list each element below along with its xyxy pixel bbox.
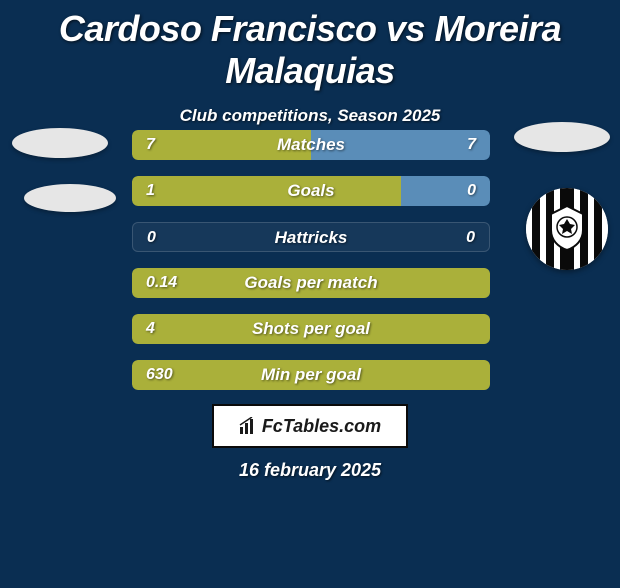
stat-bar: 630Min per goal	[132, 360, 490, 390]
bar-label: Goals per match	[132, 268, 490, 298]
stat-bar: 00Hattricks	[132, 222, 490, 252]
page-title: Cardoso Francisco vs Moreira Malaquias	[0, 8, 620, 92]
stat-bar: 4Shots per goal	[132, 314, 490, 344]
chart-icon	[239, 417, 257, 435]
stat-bar: 77Matches	[132, 130, 490, 160]
bar-label: Shots per goal	[132, 314, 490, 344]
stat-bar: 0.14Goals per match	[132, 268, 490, 298]
player-left-placeholder-1	[12, 128, 108, 158]
bar-label: Hattricks	[133, 223, 489, 252]
stat-bar: 10Goals	[132, 176, 490, 206]
bar-label: Goals	[132, 176, 490, 206]
branding-text: FcTables.com	[262, 416, 381, 437]
club-logo-right	[526, 188, 608, 270]
player-right-placeholder	[514, 122, 610, 152]
player-left-placeholder-2	[24, 184, 116, 212]
bar-label: Min per goal	[132, 360, 490, 390]
branding-box: FcTables.com	[212, 404, 408, 448]
date-text: 16 february 2025	[0, 460, 620, 481]
comparison-bars: 77Matches 10Goals 00Hattricks 0.14Goals per…	[132, 130, 490, 406]
subtitle: Club competitions, Season 2025	[0, 106, 620, 126]
bar-label: Matches	[132, 130, 490, 160]
